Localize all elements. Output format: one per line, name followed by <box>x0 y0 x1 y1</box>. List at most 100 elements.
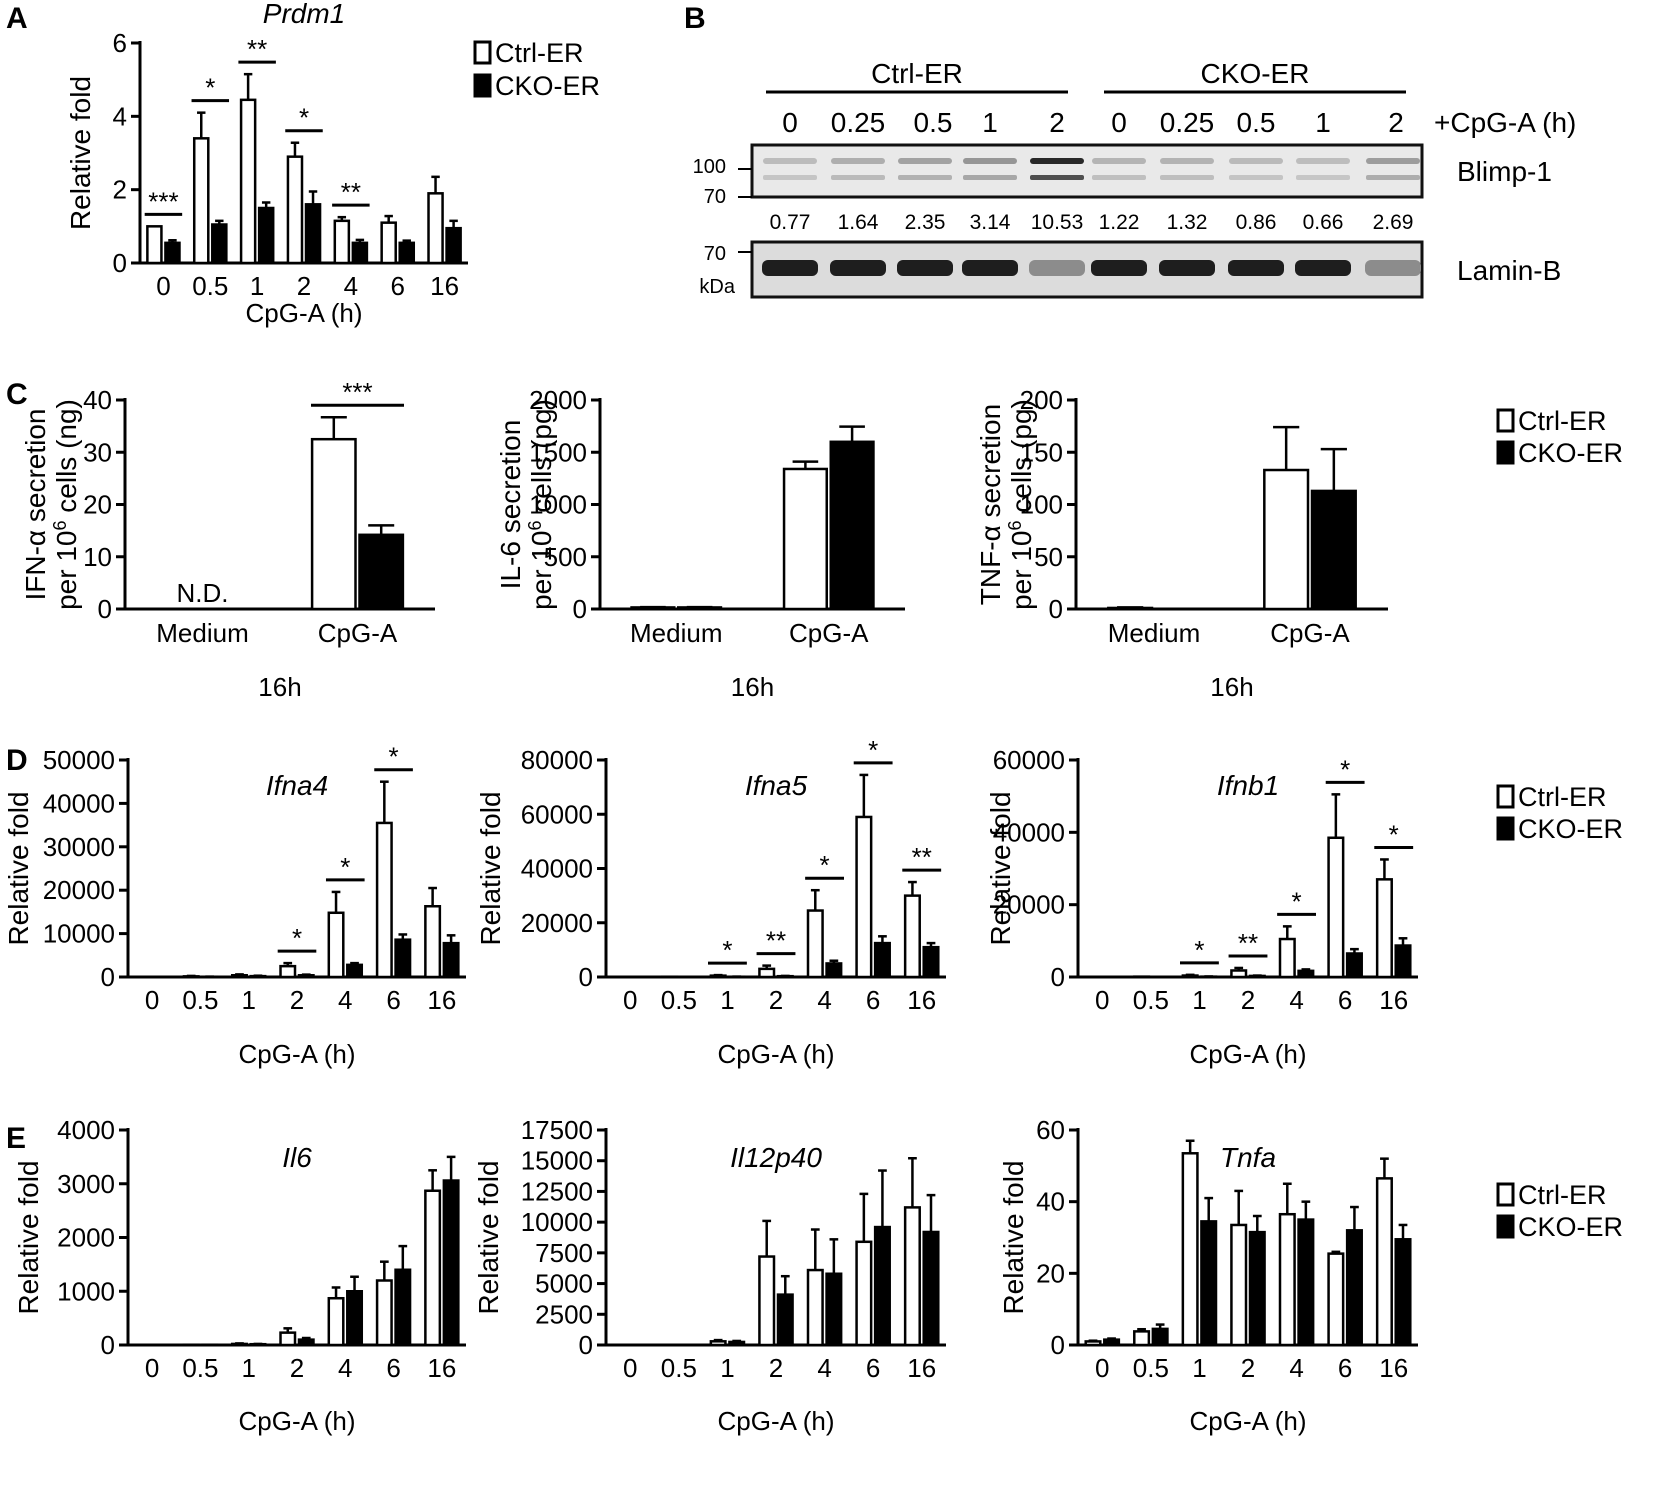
y-tick-label: 60000 <box>993 745 1065 775</box>
bar-cko-er <box>873 941 891 979</box>
legend-label-ctrl: Ctrl-ER <box>1518 782 1607 812</box>
x-tick-label: 4 <box>338 1353 352 1383</box>
y-axis-label: Relative fold <box>13 1160 44 1314</box>
x-tick-label: 0 <box>1095 1353 1109 1383</box>
blimp1-band-lower <box>1229 175 1283 180</box>
x-tick-label: 6 <box>390 271 404 301</box>
panel-letter-e: E <box>6 1122 26 1155</box>
significance-stars: * <box>299 103 309 133</box>
legend-d: Ctrl-ER CKO-ER <box>1496 782 1623 844</box>
legend-label-cko: CKO-ER <box>1518 438 1623 468</box>
laminb-band <box>962 260 1018 276</box>
x-tick-label: 4 <box>344 271 358 301</box>
bar-ctrl-er <box>424 1189 442 1347</box>
y-axis-label-line: per 106 cells (pg) <box>525 399 557 610</box>
quant-value: 2.35 <box>905 211 946 234</box>
mw-label-70: 70 <box>704 186 726 208</box>
x-tick-label: 16 <box>1379 1353 1408 1383</box>
annotation-nd: N.D. <box>177 578 229 608</box>
x-tick-label: 1 <box>1192 1353 1206 1383</box>
bar-cko-er <box>829 440 875 611</box>
lane-label-3: 1 <box>982 107 998 138</box>
x-tick-label: 0.5 <box>1133 1353 1169 1383</box>
x-tick-label: 6 <box>386 1353 400 1383</box>
bar-cko-er <box>164 241 181 265</box>
x-tick-label: Medium <box>156 618 248 648</box>
bar-cko-er <box>346 1290 364 1347</box>
significance-stars: * <box>205 73 215 103</box>
x-tick-label: 0 <box>156 271 170 301</box>
quant-value: 1.32 <box>1167 211 1208 234</box>
bar-ctrl-er <box>279 1331 297 1347</box>
chart-title: Ifnb1 <box>1217 770 1279 801</box>
chart-title: Ifna4 <box>266 770 328 801</box>
time-label: +CpG-A (h) <box>1434 107 1576 138</box>
x-axis-label: 16h <box>731 672 774 702</box>
y-tick-label: 0 <box>1049 594 1063 624</box>
y-axis-label-line: per 106 cells (ng) <box>50 399 82 610</box>
y-tick-label: 500 <box>544 542 587 572</box>
blimp1-band <box>763 158 817 164</box>
y-axis-label: Relative fold <box>998 1160 1029 1314</box>
bar-ctrl-er <box>1375 1177 1393 1347</box>
significance-stars: * <box>722 935 732 965</box>
y-axis-label: Relative fold <box>985 791 1016 945</box>
significance-stars: * <box>1389 819 1399 849</box>
x-tick-label: 16 <box>907 985 936 1015</box>
significance-stars: * <box>1340 754 1350 784</box>
legend-c: Ctrl-ER CKO-ER <box>1496 406 1623 468</box>
bar-cko-er <box>297 1338 315 1347</box>
bar-ctrl-er <box>286 155 304 265</box>
laminb-band <box>830 260 886 276</box>
bar-cko-er <box>1297 1218 1315 1347</box>
chart-title: Prdm1 <box>263 0 345 29</box>
x-tick-label: CpG-A <box>318 618 398 648</box>
y-tick-label: 40000 <box>521 854 593 884</box>
blimp1-band <box>1366 158 1420 164</box>
y-tick-label: 40 <box>83 385 112 415</box>
chart-prdm1: 0 2 4 6 Prdm1 Relative fold 0 0.5 1 2 4 6 16 CpG-A (h… <box>65 0 468 328</box>
x-tick-label: 1 <box>250 271 264 301</box>
lane-label-5: 0 <box>1111 107 1127 138</box>
bar-ctrl-er <box>375 1279 393 1347</box>
y-tick-label: 0 <box>579 962 593 992</box>
x-tick-label: 0 <box>623 985 637 1015</box>
y-tick-label: 20000 <box>993 890 1065 920</box>
western-blot: Ctrl-ER CKO-ER 0 0.25 0.5 1 2 0 0.25 0.5… <box>693 58 1576 299</box>
laminb-band <box>1091 260 1147 276</box>
x-tick-label: 2 <box>1241 1353 1255 1383</box>
legend-swatch-ctrl <box>1496 408 1515 433</box>
x-axis-label: 16h <box>258 672 301 702</box>
x-axis-label: 16h <box>1210 672 1253 702</box>
x-axis-label: CpG-A (h) <box>238 1039 355 1069</box>
x-tick-label: 16 <box>427 1353 456 1383</box>
blimp1-band <box>1229 158 1283 164</box>
legend-label-cko: CKO-ER <box>495 71 600 101</box>
x-tick-label: Medium <box>1108 618 1200 648</box>
legend-label-cko: CKO-ER <box>1518 814 1623 844</box>
bar-ctrl-er <box>375 821 393 979</box>
laminb-band <box>1228 260 1284 276</box>
y-tick-label: 7500 <box>535 1238 593 1268</box>
chart-title: Tnfa <box>1220 1142 1276 1173</box>
bar-cko-er <box>398 241 416 265</box>
band-label-laminb: Lamin-B <box>1457 255 1561 286</box>
bar-cko-er <box>442 941 460 979</box>
y-tick-label: 3000 <box>57 1169 115 1199</box>
blimp1-band <box>963 158 1017 164</box>
legend-swatch-cko <box>473 73 492 98</box>
quant-value: 1.64 <box>838 211 879 234</box>
y-tick-label: 0 <box>573 594 587 624</box>
y-tick-label: 40 <box>1036 1187 1065 1217</box>
quant-value: 2.69 <box>1373 211 1414 234</box>
x-tick-label: Medium <box>630 618 722 648</box>
band-label-blimp1: Blimp-1 <box>1457 156 1552 187</box>
laminb-band <box>1295 260 1351 276</box>
x-tick-label: 0 <box>145 985 159 1015</box>
panel-letter-b: B <box>684 2 706 35</box>
bar-ctrl-er <box>310 437 357 611</box>
lane-label-7: 0.5 <box>1237 107 1276 138</box>
